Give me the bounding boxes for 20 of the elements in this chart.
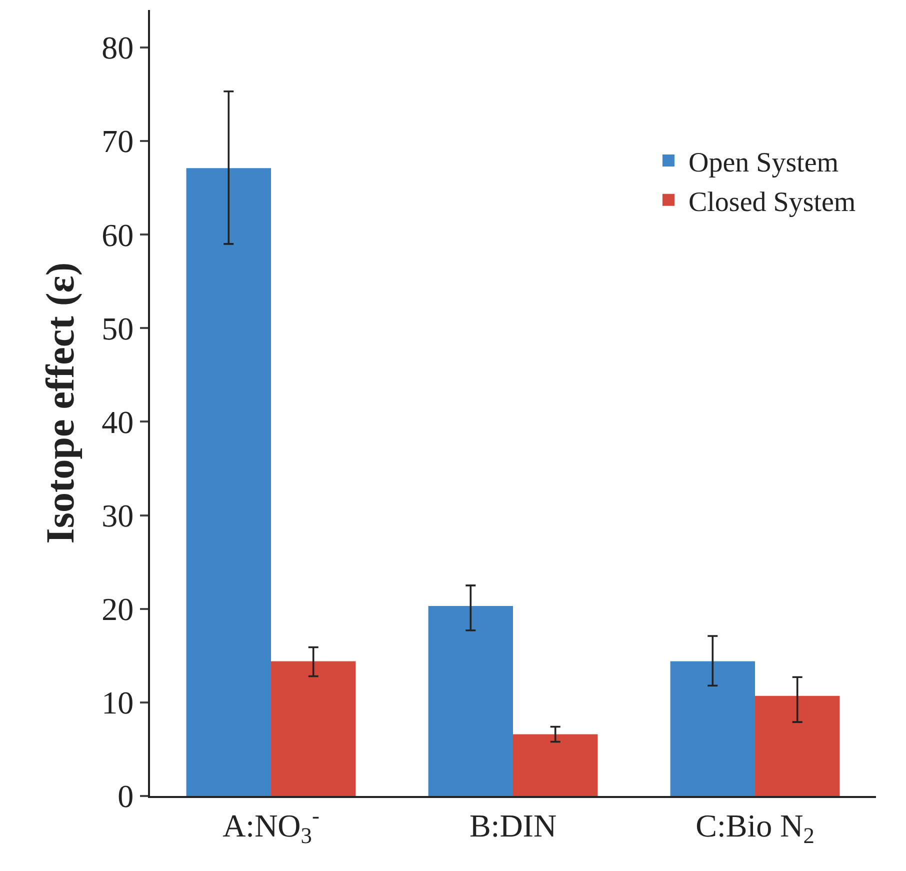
y-tick-label: 40 (102, 404, 134, 440)
y-axis-title: Isotope effect (ε) (38, 262, 83, 544)
x-tick-label: C:Bio N$_{2}$ (696, 807, 814, 848)
y-tick-label: 60 (102, 216, 134, 253)
y-tick-label: 10 (102, 684, 134, 721)
bar (513, 734, 598, 796)
y-tick-label: 0 (118, 778, 134, 814)
y-tick-label: 70 (102, 123, 134, 160)
x-tick-label: B:DIN (469, 807, 557, 844)
legend-label: Open System (688, 147, 839, 178)
bar (428, 606, 513, 796)
bar (755, 696, 840, 796)
bar (670, 661, 755, 796)
y-tick-label: 30 (102, 497, 134, 534)
y-tick-label: 20 (102, 591, 134, 628)
bar (271, 661, 356, 796)
legend-label: Closed System (688, 186, 856, 218)
bar (186, 168, 271, 796)
y-tick-label: 80 (102, 30, 134, 66)
y-tick-label: 50 (102, 310, 134, 346)
